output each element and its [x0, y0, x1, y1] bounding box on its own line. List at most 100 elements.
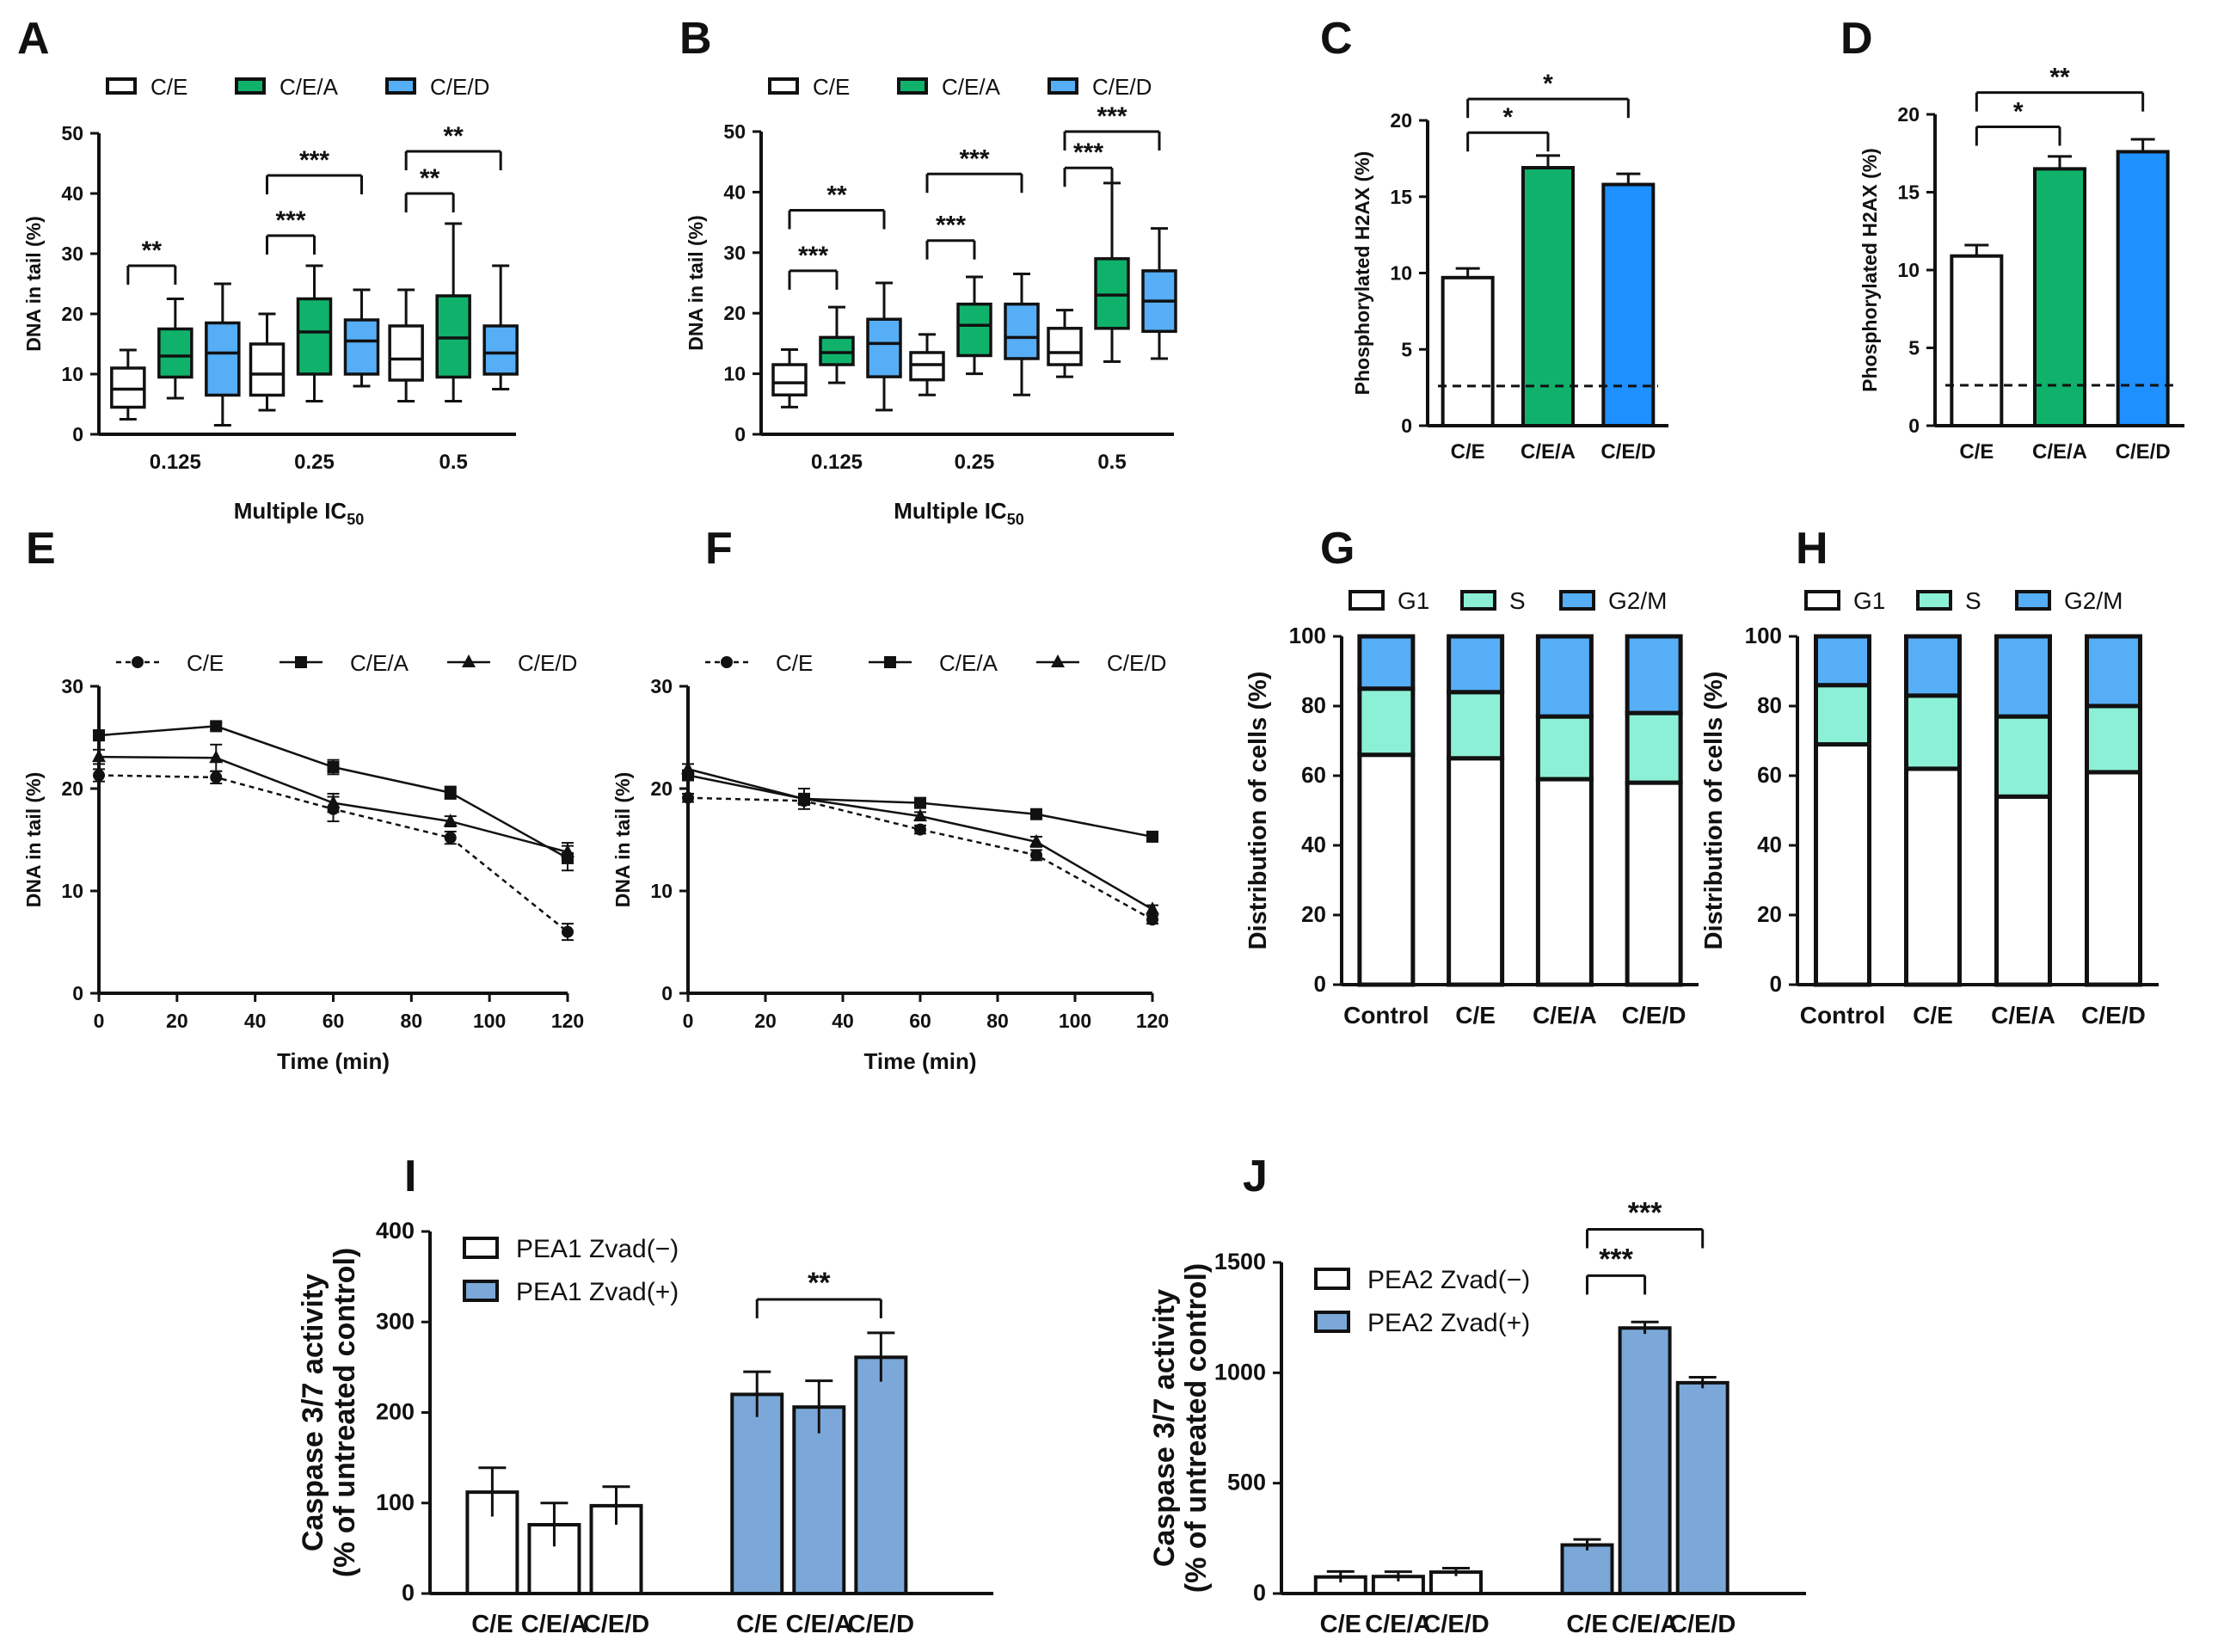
data-point-circle — [682, 791, 694, 804]
x-axis-label: Multiple IC50 — [234, 498, 364, 528]
y-axis-label: DNA in tail (%) — [22, 772, 45, 908]
x-category-label: C/E/A — [786, 1611, 852, 1638]
box — [249, 342, 286, 397]
x-tick-label: 60 — [909, 1010, 931, 1032]
stack-segment — [1357, 634, 1416, 691]
data-point-circle — [1146, 913, 1158, 926]
data-point-triangle — [462, 654, 476, 667]
box — [205, 321, 241, 397]
x-category-label: 0.125 — [811, 451, 863, 474]
y-tick-label: 60 — [1301, 762, 1326, 788]
y-axis-label: DNA in tail (%) — [611, 772, 634, 908]
box — [771, 363, 808, 396]
x-category-label: C/E/A — [2032, 440, 2087, 464]
significance-label: ** — [826, 181, 847, 210]
box — [296, 297, 333, 376]
stack-segment — [1994, 794, 2052, 987]
y-tick-label: 1000 — [1214, 1359, 1266, 1385]
x-category-label: C/E/D — [1600, 440, 1656, 464]
data-point-square — [210, 720, 223, 733]
box — [1094, 257, 1130, 330]
box — [909, 351, 945, 382]
box — [1047, 327, 1083, 366]
y-tick-label: 10 — [650, 880, 673, 902]
stack-segment — [1994, 634, 2052, 719]
legend-swatch — [2015, 590, 2051, 611]
data-point-circle — [444, 832, 457, 844]
panel-letter: C — [1320, 14, 1353, 64]
y-tick-label: 10 — [1897, 259, 1920, 281]
x-category-label: C/E/A — [1365, 1611, 1431, 1638]
stack-segment — [1904, 766, 1962, 987]
significance-label: * — [1502, 103, 1513, 132]
bar — [1675, 1380, 1729, 1595]
data-point-triangle — [913, 808, 927, 822]
x-category-label: 0.125 — [150, 451, 201, 474]
box — [388, 324, 424, 382]
legend-label: PEA1 Zvad(+) — [516, 1278, 679, 1306]
y-tick-label: 30 — [723, 242, 746, 264]
stack-segment — [1994, 714, 2052, 799]
x-tick-label: 40 — [832, 1010, 854, 1032]
legend-label: C/E — [187, 650, 224, 676]
stack-segment — [1535, 777, 1594, 987]
legend-swatch — [385, 77, 416, 95]
panel-letter: I — [404, 1151, 416, 1201]
box — [482, 324, 519, 376]
significance-label: *** — [1628, 1197, 1662, 1230]
x-category-label: C/E — [1913, 1002, 1953, 1029]
x-category-label: C/E — [736, 1611, 777, 1638]
data-point-triangle — [561, 844, 574, 857]
legend-swatch — [1559, 590, 1595, 611]
data-point-triangle — [209, 750, 224, 764]
bar — [792, 1405, 846, 1596]
stack-segment — [2085, 703, 2142, 775]
data-point-circle — [1030, 849, 1042, 862]
y-axis-label: Phosphorylated H2AX (%) — [1351, 151, 1373, 396]
x-tick-label: 20 — [166, 1010, 188, 1032]
significance-label: ** — [142, 236, 163, 265]
x-category-label: C/E — [1455, 1002, 1496, 1029]
stack-segment — [1357, 686, 1416, 758]
x-category-label: 0.25 — [955, 451, 995, 474]
x-tick-label: 40 — [244, 1010, 267, 1032]
x-tick-label: 0 — [94, 1010, 105, 1032]
x-category-label: C/E/D — [1669, 1611, 1736, 1638]
data-point-square — [914, 796, 926, 809]
legend-swatch — [235, 77, 266, 95]
y-axis-label-secondary: (% of untreated control) — [329, 1248, 361, 1577]
y-tick-label: 80 — [1301, 692, 1326, 718]
legend-label: G1 — [1398, 587, 1429, 614]
x-tick-label: 20 — [754, 1010, 777, 1032]
y-tick-label: 5 — [1401, 338, 1412, 360]
box — [866, 317, 902, 378]
x-tick-label: 100 — [1059, 1010, 1091, 1032]
y-tick-label: 0 — [661, 982, 673, 1004]
legend-label: C/E/D — [1107, 650, 1166, 676]
y-tick-label: 100 — [376, 1489, 415, 1515]
data-point-circle — [721, 656, 733, 668]
box — [956, 302, 992, 358]
x-category-label: C/E/D — [1422, 1611, 1489, 1638]
x-axis-label: Time (min) — [277, 1048, 390, 1074]
x-tick-label: 60 — [323, 1010, 345, 1032]
y-tick-label: 20 — [650, 777, 673, 800]
panel-letter: E — [26, 524, 56, 574]
legend-swatch — [1314, 1311, 1350, 1333]
stack-segment — [2085, 770, 2142, 987]
legend-swatch — [106, 77, 137, 95]
x-category-label: C/E/A — [1521, 440, 1576, 464]
y-tick-label: 0 — [734, 423, 746, 445]
legend-label: C/E/A — [280, 74, 339, 100]
x-category-label: C/E — [1320, 1611, 1361, 1638]
y-tick-label: 30 — [61, 675, 83, 697]
legend-label: C/E — [813, 74, 850, 100]
x-category-label: C/E/A — [521, 1611, 587, 1638]
y-axis-label: DNA in tail (%) — [22, 216, 45, 352]
x-tick-label: 0 — [683, 1010, 694, 1032]
y-tick-label: 0 — [1401, 415, 1412, 437]
panel-letter: J — [1243, 1151, 1268, 1201]
y-axis-label: Caspase 3/7 activity — [297, 1274, 329, 1551]
panel-letter: F — [705, 524, 733, 574]
